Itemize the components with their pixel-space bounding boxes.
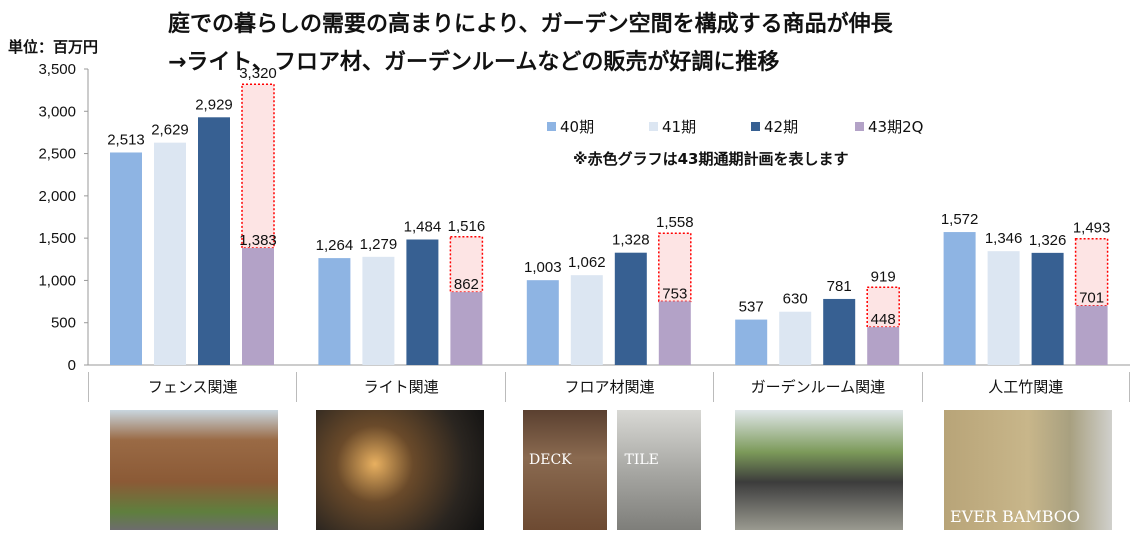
data-label: 1,062 [568, 254, 606, 271]
bar-42期 [1031, 252, 1064, 365]
data-label: 2,629 [151, 122, 189, 139]
legend-swatch [547, 122, 556, 131]
data-label: 1,346 [985, 230, 1023, 247]
bar-40期 [110, 152, 142, 365]
data-label: 1,484 [404, 218, 442, 235]
bar-40期 [735, 319, 768, 365]
photo-caption-deck-tile: DECK TILE [529, 452, 659, 468]
legend-swatch [649, 122, 658, 131]
legend-item-43-2q: 43期2Q [855, 116, 923, 137]
bar-42期 [823, 298, 856, 365]
bar-43期2Q [658, 301, 691, 365]
legend-swatch [855, 122, 864, 131]
data-label: 781 [827, 278, 852, 295]
category-label: フロア材関連 [504, 372, 713, 402]
data-label: 1,572 [941, 211, 979, 228]
bar-43期2Q [242, 248, 274, 365]
data-label: 448 [871, 311, 896, 328]
data-label: 1,279 [360, 236, 398, 253]
bar-41期 [362, 256, 395, 365]
category-label: フェンス関連 [88, 372, 296, 402]
bar-40期 [943, 232, 976, 365]
plan-bar [241, 83, 275, 249]
bar-43期2Q [450, 292, 483, 365]
y-tick-label: 3,000 [38, 103, 76, 120]
data-label: 701 [1079, 290, 1104, 307]
plan-data-label: 1,558 [656, 214, 694, 231]
data-label: 862 [454, 276, 479, 293]
legend-label: 41期 [662, 118, 697, 136]
photo-deck [523, 410, 607, 530]
category-label: 人工竹関連 [921, 372, 1130, 402]
photo-tile [617, 410, 701, 530]
photo-light [316, 410, 484, 530]
legend-item-40: 40期 [547, 116, 594, 137]
headline-line-1: 庭での暮らしの需要の高まりにより、ガーデン空間を構成する商品が伸長 [168, 12, 893, 37]
plan-data-label: 1,493 [1073, 220, 1111, 237]
data-label: 1,383 [239, 232, 277, 249]
bar-42期 [406, 239, 439, 365]
data-label: 2,929 [195, 96, 233, 113]
legend-label: 42期 [764, 118, 799, 136]
data-label: 630 [783, 291, 808, 308]
legend-item-42: 42期 [751, 116, 798, 137]
y-tick-label: 2,500 [38, 146, 76, 163]
data-label: 2,513 [107, 131, 145, 148]
plan-data-label: 1,516 [448, 218, 486, 235]
bar-41期 [779, 311, 812, 365]
category-label: ガーデンルーム関連 [713, 372, 921, 402]
photo-bamboo: EVER BAMBOO [944, 410, 1112, 530]
bar-43期2Q [1075, 305, 1108, 365]
plan-note: ※赤色グラフは43期通期計画を表します [573, 150, 849, 168]
category-label: ライト関連 [296, 372, 504, 402]
bar-41期 [570, 275, 603, 365]
y-tick-label: 3,500 [38, 61, 76, 78]
y-tick-label: 0 [68, 357, 76, 374]
legend-label: 40期 [560, 118, 595, 136]
data-label: 1,326 [1029, 232, 1067, 249]
photo-caption: EVER BAMBOO [950, 507, 1081, 526]
y-axis-unit-label: 単位：百万円 [8, 38, 99, 56]
bar-43期2Q [867, 327, 900, 365]
plan-data-label: 3,320 [239, 65, 277, 82]
data-label: 537 [739, 299, 764, 316]
bar-42期 [614, 252, 647, 365]
legend-swatch [751, 122, 760, 131]
photo-garden-room [735, 410, 903, 530]
bar-41期 [154, 142, 186, 365]
y-tick-label: 1,500 [38, 230, 76, 247]
bar-41期 [987, 251, 1020, 365]
plan-bar [1074, 237, 1109, 307]
bar-40期 [318, 258, 351, 365]
y-tick-label: 2,000 [38, 188, 76, 205]
plan-bar [866, 286, 900, 328]
bar-42期 [198, 117, 230, 365]
y-tick-label: 1,000 [38, 272, 76, 289]
legend-label: 43期2Q [868, 118, 924, 136]
plan-data-label: 919 [871, 268, 896, 285]
bar-40期 [526, 280, 559, 365]
headline-line-2: →ライト、フロア材、ガーデンルームなどの販売が好調に推移 [168, 50, 780, 75]
data-label: 1,003 [524, 259, 562, 276]
y-tick-label: 500 [51, 315, 76, 332]
plan-bar [449, 236, 484, 293]
data-label: 1,264 [316, 237, 354, 254]
legend-item-41: 41期 [649, 116, 696, 137]
photo-fence [110, 410, 278, 530]
data-label: 753 [662, 285, 687, 302]
bar-chart: 0 500 1,000 1,500 2,000 2,500 3,000 3,500 2,513 2… [38, 61, 1130, 374]
data-label: 1,328 [612, 232, 650, 249]
